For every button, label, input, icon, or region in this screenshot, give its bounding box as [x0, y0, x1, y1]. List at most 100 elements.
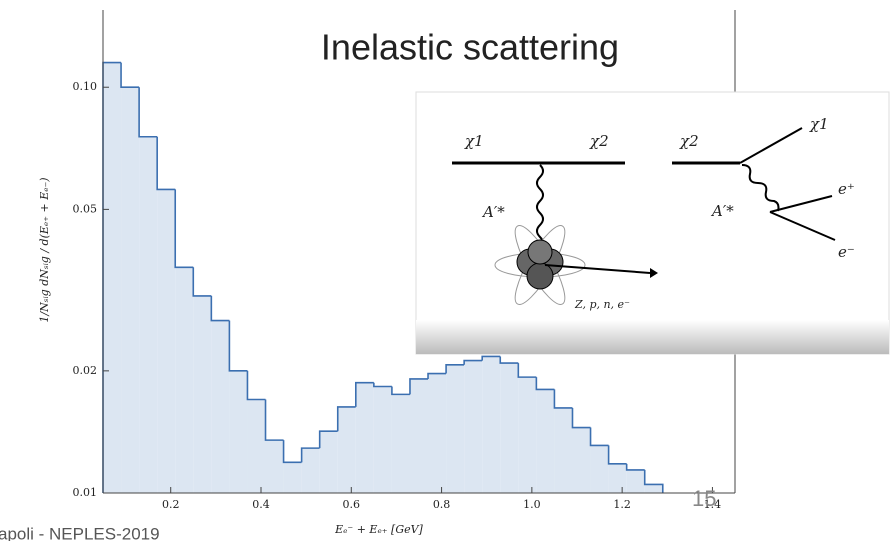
x-tick-label: 0.2 [162, 498, 180, 511]
bar-outline [589, 427, 609, 447]
label: χ2 [679, 132, 699, 150]
bar-outline [192, 267, 212, 297]
bar-outline [228, 320, 248, 372]
recoil-line [544, 264, 651, 274]
inset-diagram: χ1 χ2 A′* Z, p, n, e⁻ χ2 A′* χ1 e⁺ e⁻ [415, 91, 890, 355]
bar-outline [607, 445, 627, 465]
x-tick-label: 1.4 [704, 498, 722, 511]
label: χ1 [464, 132, 484, 150]
chart-title: Inelastic scattering [321, 27, 619, 68]
particle-line [769, 195, 833, 213]
label: Z, p, n, e⁻ [574, 298, 630, 311]
label: χ2 [589, 132, 609, 150]
bar-outline [120, 62, 140, 89]
bar [193, 295, 212, 493]
bar [319, 431, 338, 493]
label: e⁻ [838, 243, 855, 261]
y-tick-label: 0.05 [73, 202, 98, 215]
bar [139, 136, 158, 494]
bar [590, 445, 609, 493]
bar [536, 389, 555, 493]
photon-line [741, 164, 780, 212]
x-axis-label: Eₑ⁻ + Eₑ₊ [GeV] [334, 523, 423, 536]
footer: apoli - NEPLES-2019 [0, 524, 160, 541]
bar-outline [481, 355, 501, 361]
x-tick-label: 1.2 [613, 498, 631, 511]
label: A′* [481, 203, 505, 221]
bar [157, 189, 176, 493]
bar-outline [264, 399, 284, 441]
page-number: 15 [692, 486, 716, 511]
bar-outline [210, 295, 230, 322]
bar [446, 364, 465, 493]
bar [644, 484, 663, 493]
bar [608, 463, 627, 493]
bar-outline [336, 406, 356, 432]
label: e⁺ [838, 180, 855, 198]
bar [301, 448, 320, 493]
bar-outline [282, 440, 302, 464]
bar [175, 267, 194, 493]
bar [373, 386, 392, 493]
y-tick-label: 0.10 [73, 80, 98, 93]
bar-outline [246, 370, 266, 401]
y-axis-label: 1/Nₛᵢg dNₛᵢg / d(Eₑ₊ + Eₑ₋) [38, 177, 51, 322]
bar-outline [535, 377, 555, 391]
bar [283, 462, 302, 493]
bar [500, 363, 519, 493]
bar-outline [499, 356, 519, 364]
inset-frame [415, 91, 890, 355]
bar [572, 427, 591, 493]
inset-shadow [416, 320, 889, 354]
bar-outline [553, 389, 573, 409]
bar-outline [643, 469, 664, 493]
x-tick-label: 0.6 [343, 498, 361, 511]
label: χ1 [809, 115, 829, 133]
bar [355, 382, 374, 493]
nucleon [527, 239, 553, 265]
bar-outline [318, 430, 338, 449]
x-tick-label: 0.4 [252, 498, 270, 511]
bar [211, 320, 230, 493]
y-tick-label: 0.01 [73, 486, 98, 499]
bar-outline [463, 359, 483, 365]
bar [554, 407, 573, 493]
particle-line [739, 127, 803, 164]
bar [482, 356, 501, 493]
bar [391, 394, 410, 493]
bar [428, 373, 447, 493]
bar-outline [445, 363, 465, 374]
bar-outline [427, 372, 447, 379]
bar [103, 62, 122, 493]
label: A′* [710, 202, 734, 220]
bar-outline [174, 189, 194, 269]
y-tick-label: 0.02 [73, 364, 98, 377]
bar [518, 377, 537, 493]
bar [626, 469, 645, 493]
bar-outline [300, 447, 320, 463]
bar-outline [373, 382, 392, 388]
x-tick-label: 0.8 [433, 498, 451, 511]
bar [464, 360, 483, 493]
bar [229, 370, 248, 493]
particle-line [769, 211, 836, 241]
bar-outline [156, 136, 176, 191]
bar [265, 440, 284, 493]
arrow [650, 268, 658, 278]
x-tick-label: 1.0 [523, 498, 541, 511]
bar-outline [517, 363, 537, 378]
bar-outline [138, 87, 158, 138]
bar-outline [391, 386, 410, 396]
bar [247, 399, 266, 493]
bar-outline [571, 407, 591, 429]
bar-outline [409, 378, 429, 395]
bar-outline [625, 463, 645, 471]
nucleon [526, 262, 554, 290]
photon-line [536, 164, 544, 250]
bar [121, 87, 140, 494]
plot: 0.01 0.02 0.05 0.10 0.2 0.4 0.6 0.8 1.0 1.2 1.4 Eₑ⁻… [38, 10, 736, 536]
bar-outline [355, 381, 374, 407]
bar [337, 406, 356, 493]
